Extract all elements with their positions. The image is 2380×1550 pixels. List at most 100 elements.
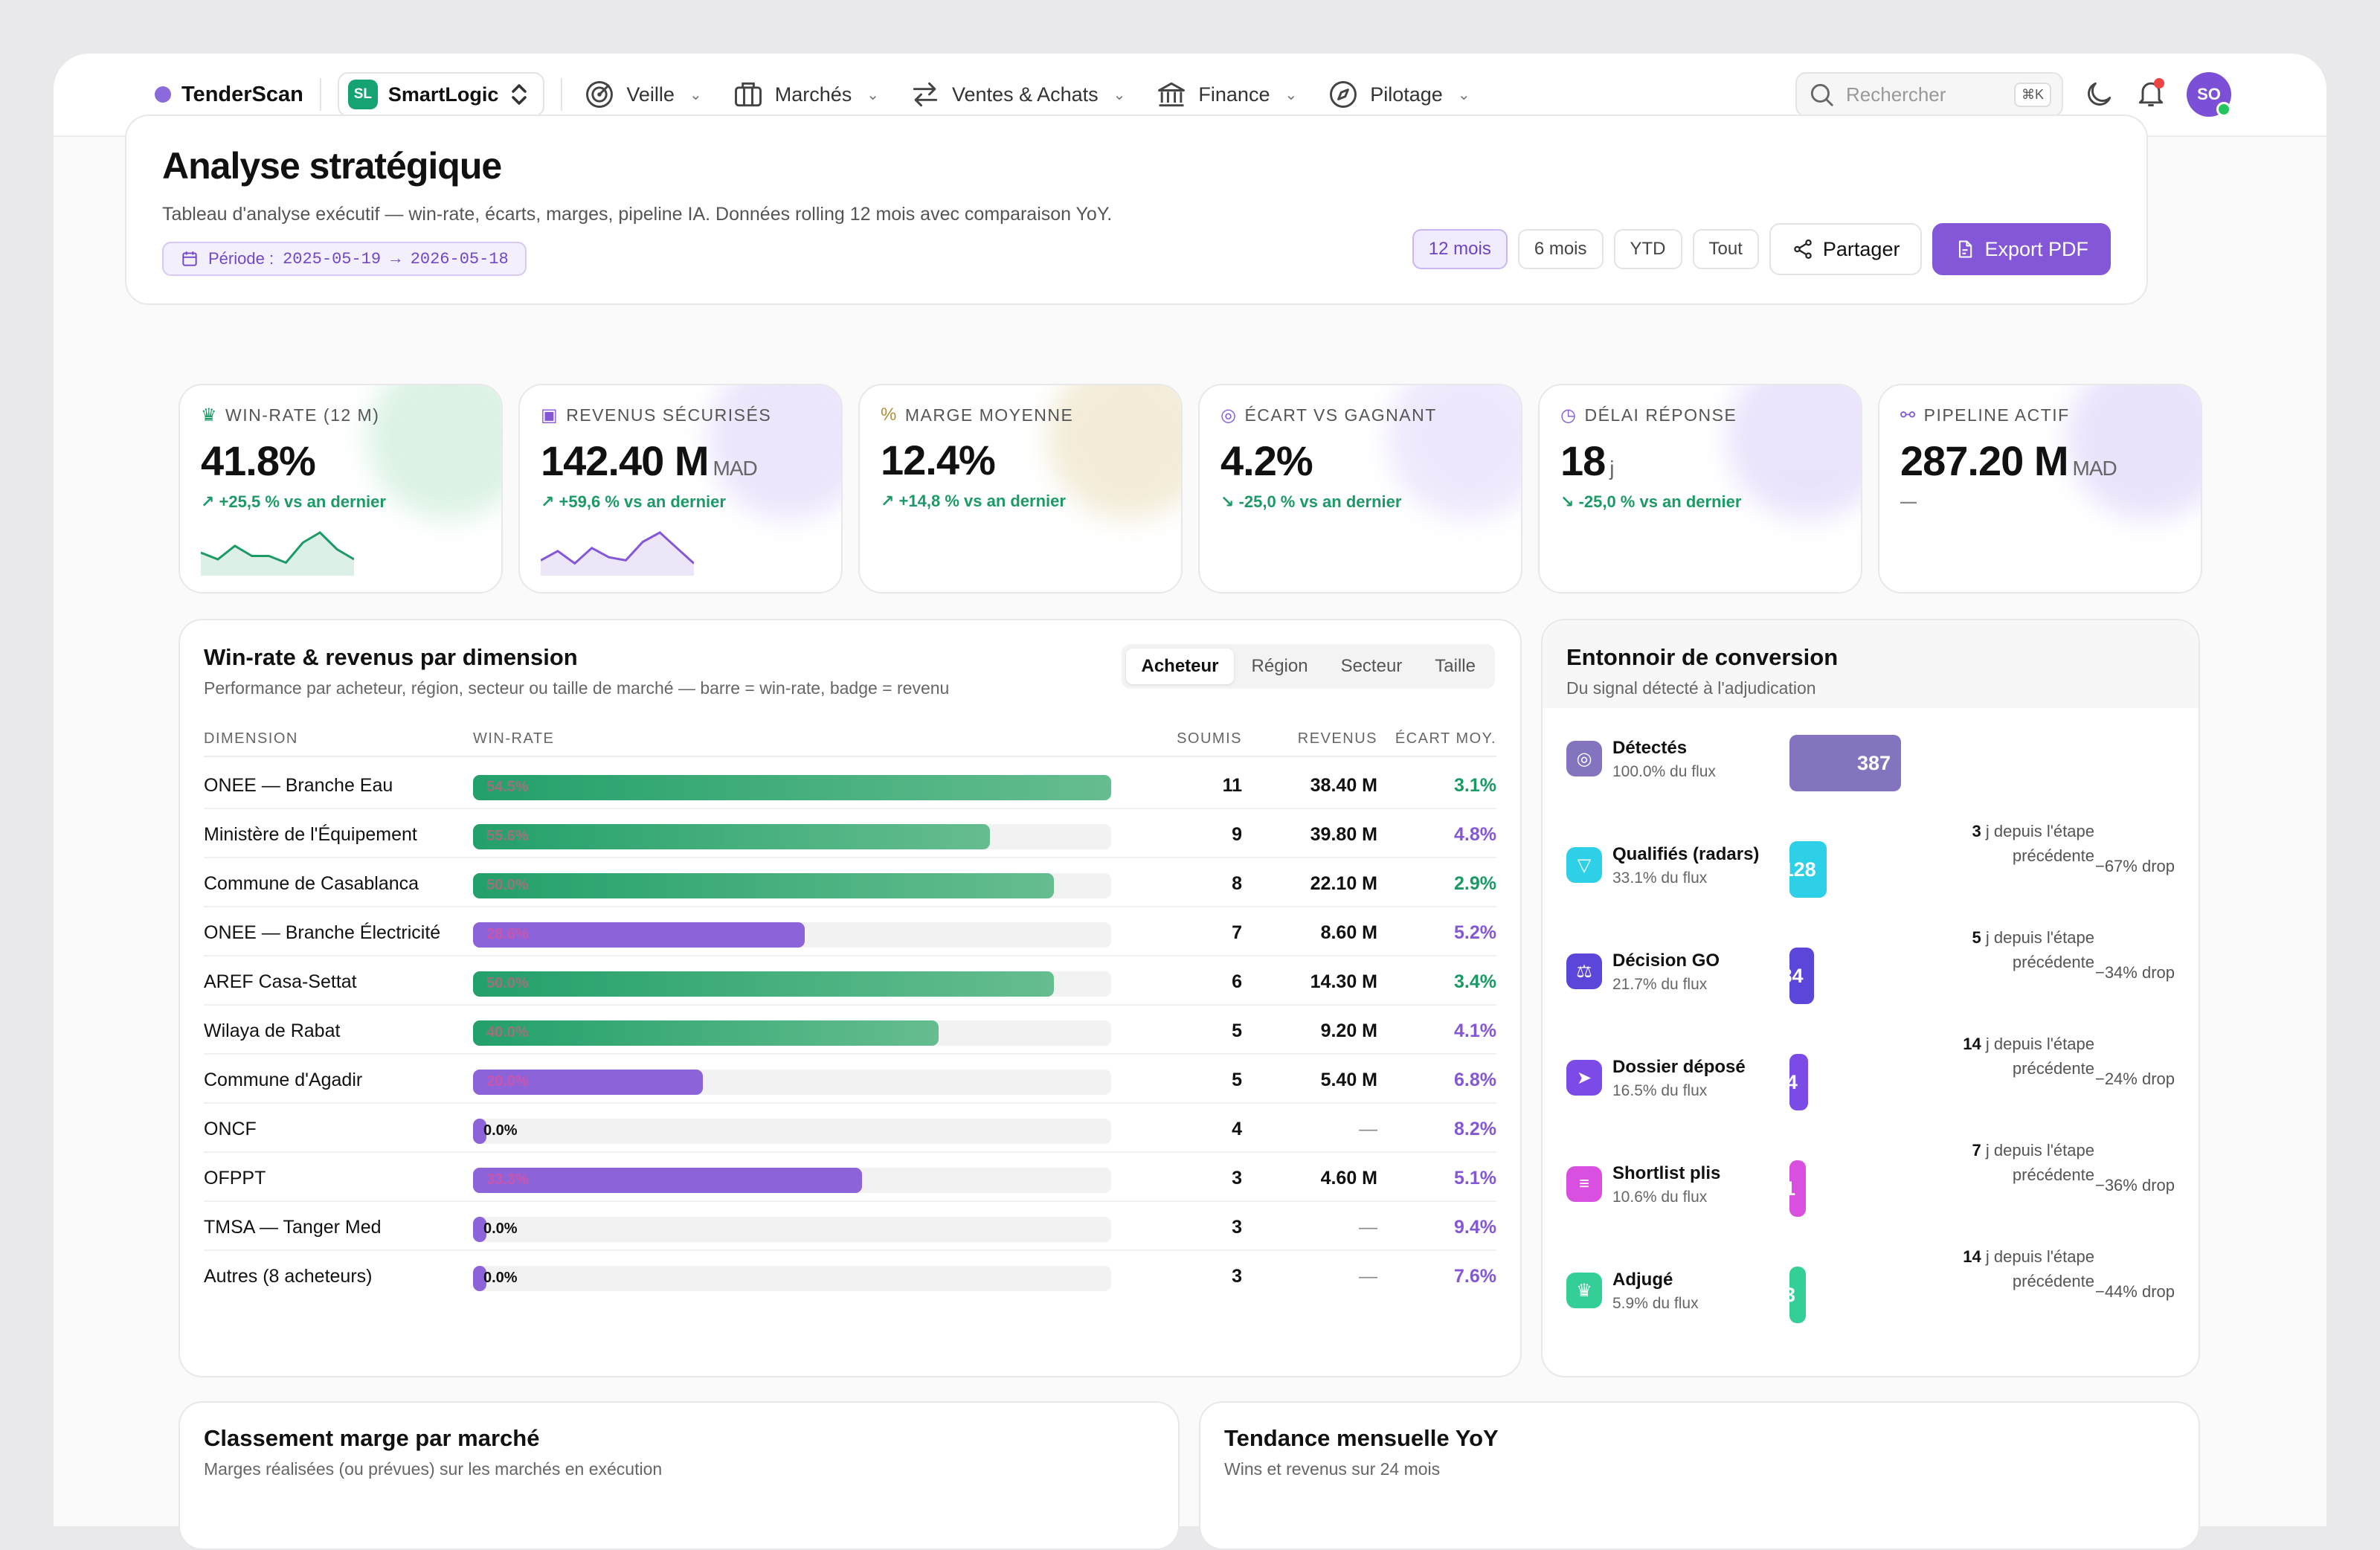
funnel-stage[interactable]: ◎ Détectés 100.0% du flux 387: [1566, 708, 2175, 812]
nav-pilotage[interactable]: Pilotage ⌄: [1327, 78, 1470, 111]
range-ytd[interactable]: YTD: [1613, 229, 1682, 269]
funnel-stage[interactable]: ♛ Adjugé 5.9% du flux 23 14 j depuis l'étape…: [1566, 1240, 2175, 1344]
trend-up-icon: ↗: [201, 492, 219, 511]
table-row[interactable]: Commune d'Agadir 20.0% 5 5.40 M 6.8%: [204, 1055, 1496, 1104]
stage-delay-days: 14: [1963, 1035, 1981, 1053]
table-row[interactable]: Commune de Casablanca 50.0% 8 22.10 M 2.9%: [204, 858, 1496, 907]
table-row[interactable]: ONEE — Branche Électricité 28.6% 7 8.60 M 5.…: [204, 907, 1496, 956]
table-row[interactable]: ONCF 0.0% 4 — 8.2%: [204, 1104, 1496, 1153]
stage-drop: −67% drop: [2094, 857, 2175, 875]
winrate-track: 33.3%: [473, 1168, 1111, 1193]
table-row[interactable]: TMSA — Tanger Med 0.0% 3 — 9.4%: [204, 1202, 1496, 1251]
tab-taille[interactable]: Taille: [1435, 656, 1476, 676]
kpi-unit: MAD: [713, 457, 758, 480]
tab-secteur[interactable]: Secteur: [1340, 656, 1403, 676]
row-soumis: 3: [1232, 1217, 1242, 1238]
kpi-label-text: MARGE MOYENNE: [904, 405, 1074, 425]
kpi-card[interactable]: ⚯ PIPELINE ACTIF 287.20 M MAD —: [1878, 384, 2202, 594]
table-row[interactable]: Ministère de l'Équipement 55.6% 9 39.80 M 4.…: [204, 809, 1496, 858]
funnel-stage[interactable]: ≡ Shortlist plis 10.6% du flux 41 7 j depuis…: [1566, 1133, 2175, 1238]
nav-veille[interactable]: Veille ⌄: [583, 78, 702, 111]
notifications-button[interactable]: [2135, 77, 2167, 113]
list-icon: ≡: [1566, 1166, 1602, 1202]
kpi-value: 142.40 M MAD: [541, 437, 820, 485]
stage-delay-days: 14: [1963, 1247, 1981, 1266]
funnel-stage[interactable]: ➤ Dossier déposé 16.5% du flux 64 14 j depui…: [1566, 1027, 2175, 1131]
trend-down-icon: ↘: [1220, 492, 1239, 511]
search-shortcut: ⌘K: [2013, 82, 2051, 107]
stage-delay-text: j depuis l'étape précédente: [1985, 822, 2094, 865]
col-revenus[interactable]: REVENUS: [1297, 730, 1377, 747]
funnel-stage[interactable]: ⚖ Décision GO 21.7% du flux 84 5 j depuis l'…: [1566, 921, 2175, 1025]
dimension-subtitle: Performance par acheteur, région, secteu…: [204, 678, 950, 698]
row-soumis: 8: [1232, 873, 1242, 894]
table-row[interactable]: AREF Casa-Settat 50.0% 6 14.30 M 3.4%: [204, 956, 1496, 1006]
period-label: Période :: [208, 249, 274, 268]
dark-mode-icon[interactable]: [2082, 78, 2115, 111]
nav-marches[interactable]: Marchés ⌄: [732, 78, 879, 111]
table-row[interactable]: OFPPT 33.3% 3 4.60 M 5.1%: [204, 1153, 1496, 1202]
table-row[interactable]: Autres (8 acheteurs) 0.0% 3 — 7.6%: [204, 1251, 1496, 1300]
kpi-label: ▣ REVENUS SÉCURISÉS: [541, 405, 820, 426]
kpi-card[interactable]: ♛ WIN-RATE (12 M) 41.8% ↗ +25,5 % vs an der…: [178, 384, 503, 594]
nav-ventes-achats[interactable]: Ventes & Achats ⌄: [909, 78, 1125, 111]
range-6-months[interactable]: 6 mois: [1517, 229, 1604, 269]
search-placeholder: Rechercher: [1846, 83, 1946, 106]
col-soumis[interactable]: SOUMIS: [1177, 730, 1242, 747]
range-12-months[interactable]: 12 mois: [1412, 229, 1508, 269]
stage-name: Qualifiés (radars): [1612, 844, 1760, 864]
tab-region[interactable]: Région: [1251, 656, 1308, 676]
winrate-bar: [473, 971, 1054, 997]
kpi-value-number: 18: [1560, 437, 1606, 484]
table-row[interactable]: Wilaya de Rabat 40.0% 5 9.20 M 4.1%: [204, 1006, 1496, 1055]
stage-share: 33.1% du flux: [1612, 869, 1708, 887]
col-winrate[interactable]: WIN-RATE: [473, 730, 555, 747]
radar-icon: [586, 81, 614, 108]
col-dimension[interactable]: DIMENSION: [204, 730, 298, 747]
nav-finance[interactable]: Finance ⌄: [1155, 78, 1297, 111]
period-value: 2025-05-19 → 2026-05-18: [283, 249, 509, 268]
row-ecart: 6.8%: [1454, 1070, 1496, 1090]
funnel-stage[interactable]: ▽ Qualifiés (radars) 33.1% du flux 128 3 j d…: [1566, 814, 2175, 919]
stage-delay-text: j depuis l'étape précédente: [1985, 1035, 2094, 1078]
table-row[interactable]: ONEE — Branche Eau 54.5% 11 38.40 M 3.1%: [204, 760, 1496, 809]
stage-delay-text: j depuis l'étape précédente: [1985, 1141, 2094, 1184]
winrate-track: 0.0%: [473, 1217, 1111, 1242]
brand-logo[interactable]: TenderScan: [155, 83, 303, 107]
bell-icon: [2138, 82, 2164, 106]
trophy-icon: ♛: [1566, 1273, 1602, 1308]
brand-dot-icon: [155, 86, 171, 103]
col-ecart[interactable]: ÉCART MOY.: [1395, 730, 1496, 747]
search-input[interactable]: Rechercher ⌘K: [1795, 72, 2063, 117]
winrate-label: 28.6%: [486, 926, 529, 942]
kpi-delta-text: +14,8 % vs an dernier: [898, 492, 1066, 510]
radar-icon: ◎: [1566, 741, 1602, 776]
divider: [561, 78, 563, 111]
funnel-header-bg: [1543, 620, 2199, 708]
winrate-bar: [473, 1119, 486, 1144]
winrate-bar: [473, 775, 1111, 800]
winrate-track: 55.6%: [473, 824, 1111, 849]
stage-bar: 128: [1789, 841, 1827, 898]
row-ecart: 5.1%: [1454, 1168, 1496, 1189]
period-badge[interactable]: Période : 2025-05-19 → 2026-05-18: [162, 242, 527, 276]
stage-delay-text: j depuis l'étape précédente: [1985, 928, 2094, 971]
workspace-switcher[interactable]: SL SmartLogic: [337, 72, 545, 117]
trend-title: Tendance mensuelle YoY: [1224, 1425, 1499, 1451]
row-revenus: 9.20 M: [1320, 1020, 1377, 1041]
kpi-card[interactable]: % MARGE MOYENNE 12.4% ↗ +14,8 % vs an derni…: [858, 384, 1183, 594]
kpi-card[interactable]: ▣ REVENUS SÉCURISÉS 142.40 M MAD ↗ +59,6 % v…: [518, 384, 843, 594]
share-button[interactable]: Partager: [1769, 223, 1923, 275]
kpi-delta-text: —: [1900, 492, 1917, 511]
send-icon: ➤: [1566, 1060, 1602, 1096]
kpi-card[interactable]: ◎ ÉCART VS GAGNANT 4.2% ↘ -25,0 % vs an der…: [1198, 384, 1522, 594]
winrate-track: 0.0%: [473, 1119, 1111, 1144]
stage-bar: 64: [1789, 1054, 1808, 1110]
row-dimension: Commune de Casablanca: [204, 873, 419, 894]
tab-acheteur[interactable]: Acheteur: [1126, 649, 1234, 684]
export-pdf-button[interactable]: Export PDF: [1932, 223, 2111, 275]
range-all[interactable]: Tout: [1692, 229, 1759, 269]
avatar[interactable]: SO: [2187, 72, 2231, 117]
row-dimension: Commune d'Agadir: [204, 1070, 363, 1090]
kpi-card[interactable]: ◷ DÉLAI RÉPONSE 18 j ↘ -25,0 % vs an dernier: [1538, 384, 1862, 594]
